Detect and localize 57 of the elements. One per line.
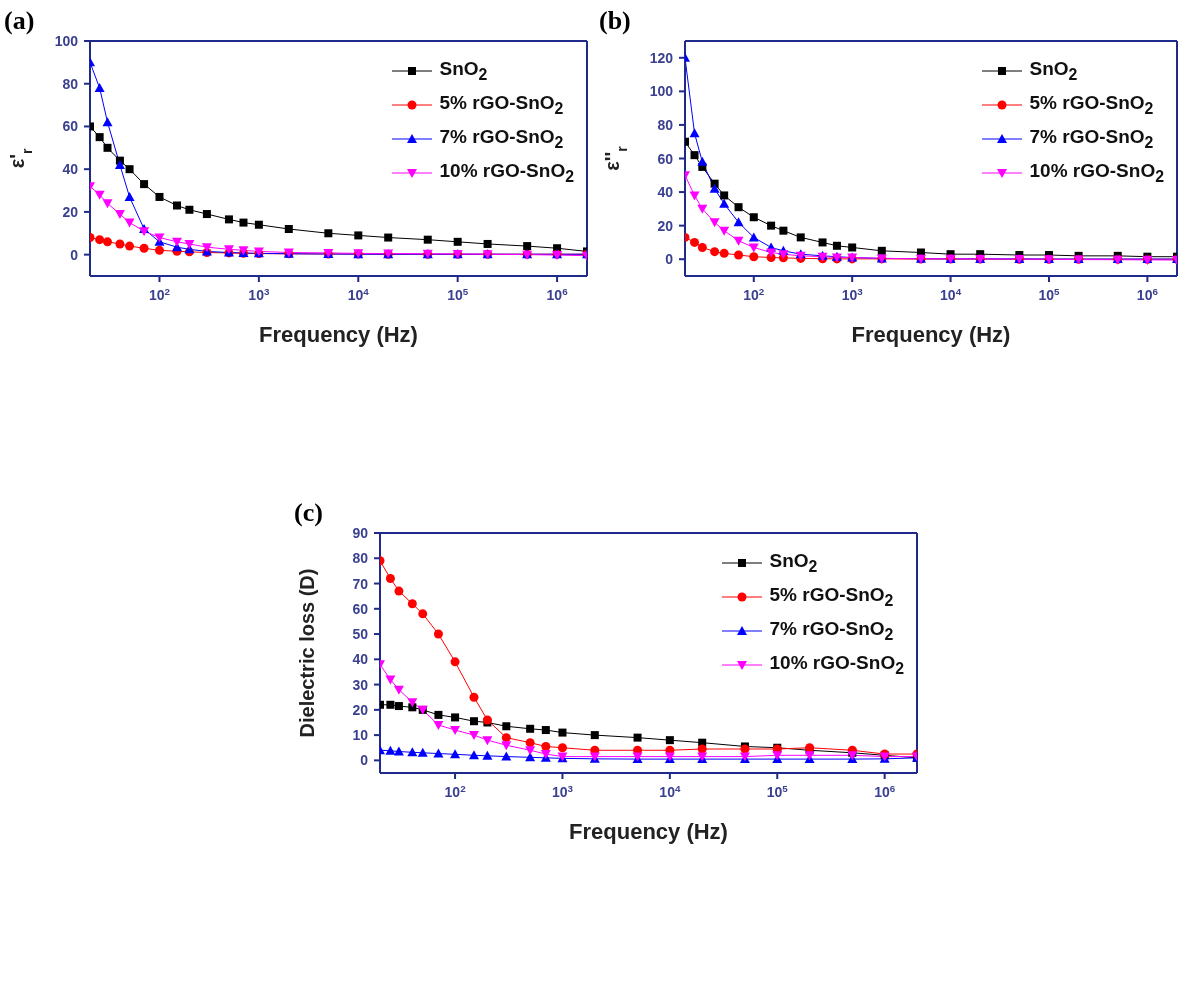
y-tick-label: 80 bbox=[352, 550, 369, 567]
x-tick-label: 10$^{2}$ bbox=[148, 285, 171, 303]
x-tick-label: 10$^{5}$ bbox=[766, 782, 789, 800]
y-tick-label: 0 bbox=[665, 251, 674, 268]
legend-label: 10% rGO-SnO$_{2}$ bbox=[439, 160, 574, 186]
y-tick-label: 100 bbox=[649, 83, 674, 100]
x-axis-title: Frequency (Hz) bbox=[259, 322, 418, 347]
y-tick-label: 20 bbox=[657, 217, 674, 234]
y-tick-label: 60 bbox=[657, 150, 674, 167]
x-tick-label: 10$^{4}$ bbox=[940, 285, 962, 303]
y-tick-label: 10 bbox=[352, 727, 369, 744]
x-axis-title: Frequency (Hz) bbox=[851, 322, 1011, 347]
y-tick-label: 60 bbox=[62, 118, 79, 135]
y-tick-label: 120 bbox=[649, 49, 674, 66]
chart-title: (a) bbox=[4, 6, 35, 36]
y-axis-title: Dielectric loss (D) bbox=[296, 568, 318, 738]
y-tick-label: 70 bbox=[352, 575, 369, 592]
x-tick-label: 10$^{4}$ bbox=[659, 782, 681, 800]
x-tick-label: 10$^{3}$ bbox=[551, 782, 574, 800]
x-tick-label: 10$^{5}$ bbox=[1038, 285, 1061, 303]
y-tick-label: 40 bbox=[352, 651, 369, 668]
y-tick-label: 50 bbox=[352, 626, 369, 643]
x-axis-title: Frequency (Hz) bbox=[569, 819, 728, 844]
y-tick-label: 100 bbox=[54, 33, 79, 49]
y-tick-label: 30 bbox=[352, 676, 369, 693]
legend-label: 5% rGO-SnO$_{2}$ bbox=[439, 92, 564, 118]
legend-label: 7% rGO-SnO$_{2}$ bbox=[769, 618, 894, 644]
x-tick-label: 10$^{6}$ bbox=[546, 285, 569, 303]
legend-label: SnO$_{2}$ bbox=[439, 58, 488, 84]
legend-label: 7% rGO-SnO$_{2}$ bbox=[439, 126, 564, 152]
y-tick-label: 80 bbox=[62, 75, 79, 92]
legend-label: 7% rGO-SnO$_{2}$ bbox=[1029, 126, 1154, 152]
x-tick-label: 10$^{2}$ bbox=[743, 285, 765, 303]
y-tick-label: 40 bbox=[62, 161, 79, 178]
legend-label: SnO$_{2}$ bbox=[1029, 58, 1078, 84]
y-tick-label: 40 bbox=[657, 184, 674, 201]
legend-label: 10% rGO-SnO$_{2}$ bbox=[769, 652, 904, 678]
legend-label: SnO$_{2}$ bbox=[769, 550, 818, 576]
chart-title: (c) bbox=[294, 498, 323, 528]
x-tick-label: 10$^{3}$ bbox=[841, 285, 864, 303]
legend-label: 10% rGO-SnO$_{2}$ bbox=[1029, 160, 1164, 186]
y-tick-label: 20 bbox=[352, 701, 369, 718]
y-tick-label: 90 bbox=[352, 525, 369, 541]
y-tick-label: 80 bbox=[657, 116, 674, 133]
legend-label: 5% rGO-SnO$_{2}$ bbox=[1029, 92, 1154, 118]
chart-title: (b) bbox=[599, 6, 631, 36]
x-tick-label: 10$^{2}$ bbox=[444, 782, 467, 800]
y-tick-label: 0 bbox=[360, 752, 369, 769]
y-tick-label: 20 bbox=[62, 203, 79, 220]
x-tick-label: 10$^{3}$ bbox=[248, 285, 270, 303]
x-tick-label: 10$^{6}$ bbox=[1136, 285, 1159, 303]
x-tick-label: 10$^{6}$ bbox=[874, 782, 896, 800]
legend-label: 5% rGO-SnO$_{2}$ bbox=[769, 584, 894, 610]
x-tick-label: 10$^{4}$ bbox=[347, 285, 370, 303]
x-tick-label: 10$^{5}$ bbox=[447, 285, 469, 303]
y-tick-label: 0 bbox=[70, 246, 79, 263]
y-tick-label: 60 bbox=[352, 600, 369, 617]
